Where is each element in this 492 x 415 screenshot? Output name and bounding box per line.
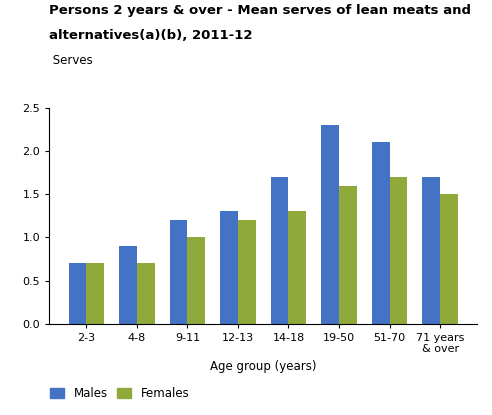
Bar [69,263,86,324]
Bar [288,212,306,324]
Bar [119,246,137,324]
Bar [390,177,407,324]
Bar [372,142,390,324]
Bar [137,263,154,324]
Legend: Males, Females: Males, Females [45,383,194,405]
Bar [440,194,458,324]
Text: alternatives(a)(b), 2011-12: alternatives(a)(b), 2011-12 [49,29,253,42]
Bar [321,125,339,324]
Bar [238,220,256,324]
X-axis label: Age group (years): Age group (years) [210,360,316,373]
Bar [423,177,440,324]
Bar [86,263,104,324]
Text: Persons 2 years & over - Mean serves of lean meats and: Persons 2 years & over - Mean serves of … [49,4,471,17]
Bar [271,177,288,324]
Text: Serves: Serves [49,54,93,67]
Bar [220,212,238,324]
Bar [339,186,357,324]
Bar [187,237,205,324]
Bar [170,220,187,324]
